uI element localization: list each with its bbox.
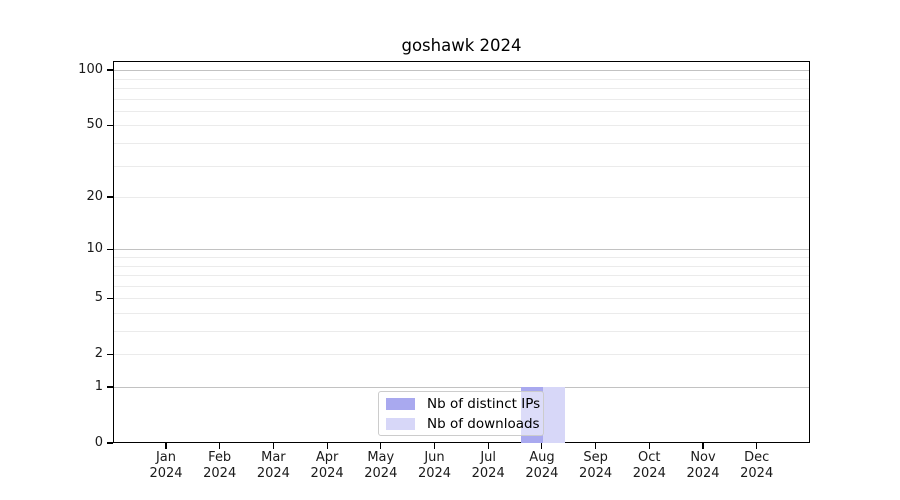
y-tick-mark [107,69,113,71]
y-gridline-minor [114,110,809,112]
x-tick-mark [165,443,167,449]
y-tick-mark [107,353,113,355]
y-gridline-minor [114,257,809,259]
y-tick-mark [107,297,113,299]
x-tick-mark [380,443,382,449]
x-tick-mark [272,443,274,449]
bar-nb-of-downloads-aug [542,387,565,443]
x-tick-month: Feb [208,450,232,465]
x-tick-label-may: May 2024 [351,450,411,481]
x-tick-label-apr: Apr 2024 [297,450,357,481]
y-gridline-minor [114,197,809,199]
x-tick-year: 2024 [417,465,452,481]
x-tick-label-jun: Jun 2024 [405,450,465,481]
y-tick-label-2: 2 [94,346,103,362]
legend-swatch-downloads-icon [386,417,415,430]
x-tick-label-aug: Aug 2024 [512,450,572,481]
y-tick-mark [107,196,113,198]
x-tick-label-jan: Jan 2024 [136,450,196,481]
y-gridline-major [114,249,809,251]
x-tick-mark [702,443,704,449]
y-gridline-minor [114,285,809,287]
x-tick-year: 2024 [632,465,666,481]
x-tick-year: 2024 [256,465,290,481]
y-gridline-minor [114,98,809,100]
y-tick-label-1: 1 [94,378,103,394]
x-tick-mark [648,443,650,449]
x-tick-label-jul: Jul 2024 [458,450,518,481]
y-gridline-minor [114,143,809,145]
y-gridline-minor [114,275,809,277]
legend-swatch-distinct-ips-icon [386,397,415,410]
x-tick-mark [487,443,489,449]
y-gridline-minor [114,354,809,356]
y-tick-mark [107,386,113,388]
x-tick-month: Apr [315,450,339,465]
y-tick-label-10: 10 [86,241,103,257]
x-tick-label-feb: Feb 2024 [190,450,250,481]
y-gridline-minor [114,88,809,90]
x-tick-month: Oct [638,450,661,465]
x-tick-month: Mar [261,450,286,465]
y-gridline-major [114,387,809,389]
x-tick-mark [326,443,328,449]
y-tick-label-20: 20 [86,188,103,204]
legend-label-distinct-ips: Nb of distinct IPs [427,395,541,412]
y-tick-label-5: 5 [94,290,103,306]
x-tick-label-oct: Oct 2024 [619,450,679,481]
y-gridline-minor [114,331,809,333]
y-gridline-minor [114,265,809,267]
x-tick-label-dec: Dec 2024 [727,450,787,481]
x-tick-year: 2024 [740,465,774,481]
legend-item-distinct-ips: Nb of distinct IPs [386,396,543,412]
x-tick-year: 2024 [203,465,237,481]
legend: Nb of distinct IPs Nb of downloads [378,391,544,436]
x-tick-label-nov: Nov 2024 [673,450,733,481]
x-tick-year: 2024 [525,465,559,481]
x-tick-mark [595,443,597,449]
x-tick-month: Jan [155,450,177,465]
x-tick-month: Dec [744,450,770,465]
y-gridline-minor [114,313,809,315]
x-tick-mark [219,443,221,449]
y-tick-label-100: 100 [78,62,103,77]
x-tick-mark [433,443,436,449]
legend-item-downloads: Nb of downloads [386,416,543,432]
x-tick-year: 2024 [149,465,183,481]
x-tick-mark [756,443,758,449]
y-gridline-minor [114,298,809,300]
x-tick-label-sep: Sep 2024 [566,450,626,481]
y-gridline-minor [114,125,809,127]
x-tick-year: 2024 [364,465,398,481]
x-tick-year: 2024 [686,465,720,481]
y-tick-mark [107,248,113,250]
x-tick-month: Nov [690,450,716,465]
x-tick-month: Sep [583,450,608,465]
x-tick-month: May [367,450,395,465]
plot-area: Nb of distinct IPs Nb of downloads [113,61,810,443]
x-tick-label-mar: Mar 2024 [243,450,303,481]
chart-title: goshawk 2024 [401,36,522,55]
y-tick-label-50: 50 [86,117,103,133]
x-tick-year: 2024 [579,465,613,481]
x-tick-year: 2024 [310,465,344,481]
legend-label-downloads: Nb of downloads [427,415,540,432]
x-tick-month: Aug [529,450,555,465]
x-tick-month: Jun [424,450,445,465]
y-tick-label-0: 0 [94,435,103,450]
x-tick-month: Jul [480,450,497,465]
y-gridline-minor [114,165,809,167]
x-tick-year: 2024 [471,465,505,481]
y-gridline-minor [114,78,809,80]
y-tick-mark [107,442,113,444]
y-tick-mark [107,124,113,126]
y-gridline-major [114,70,809,72]
x-tick-mark [541,443,543,449]
